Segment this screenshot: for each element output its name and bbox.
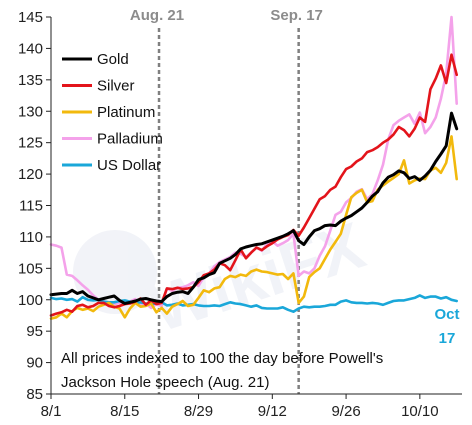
x-axis-ticks: 8/1 8/15 8/29 9/12 9/26 10/10 (41, 394, 439, 420)
y-tick-label: 85 (26, 386, 43, 403)
y-tick-label: 100 (18, 292, 43, 309)
note-line-1: All prices indexed to 100 the day before… (61, 350, 383, 367)
y-tick-label: 145 (18, 9, 43, 26)
event-label: Sep. 17 (270, 7, 323, 24)
x-tick-label: 10/10 (401, 403, 439, 420)
y-tick-label: 135 (18, 72, 43, 89)
y-axis-ticks: 85 90 95 100 105 110 115 120 125 130 135 140 145 (18, 9, 51, 403)
legend-label: Platinum (97, 104, 155, 121)
x-tick-label: 9/26 (331, 403, 360, 420)
y-tick-label: 120 (18, 166, 43, 183)
y-tick-label: 90 (26, 355, 43, 372)
legend-label: Gold (97, 51, 129, 68)
x-tick-label: 8/15 (110, 403, 139, 420)
wikifx-watermark: WikiFX (73, 208, 373, 346)
y-tick-label: 110 (19, 229, 43, 246)
note-line-2: Jackson Hole speech (Aug. 21) (61, 374, 269, 391)
x-tick-label: 9/12 (258, 403, 287, 420)
legend: Gold Silver Platinum Palladium US Dollar (62, 51, 163, 174)
series-lines (49, 15, 459, 320)
series-line-silver (49, 53, 459, 317)
y-tick-label: 115 (19, 198, 43, 215)
legend-label: Silver (97, 78, 135, 95)
legend-label: US Dollar (97, 157, 161, 174)
x-tick-label: 8/1 (41, 403, 62, 420)
y-tick-label: 130 (18, 103, 43, 120)
event-markers: Aug. 21 Sep. 17 (130, 7, 323, 394)
y-tick-label: 95 (26, 323, 43, 340)
note: All prices indexed to 100 the day before… (61, 350, 383, 391)
end-annotation-day: 17 (439, 330, 456, 347)
end-annotation-month: Oct (434, 306, 459, 323)
legend-label: Palladium (97, 131, 163, 148)
y-tick-label: 105 (18, 260, 43, 277)
series-line-gold (49, 111, 459, 305)
event-label: Aug. 21 (130, 7, 184, 24)
x-tick-label: 8/29 (184, 403, 213, 420)
y-tick-label: 140 (18, 40, 43, 57)
end-annotation: Oct 17 (434, 306, 459, 347)
series-line-platinum (49, 135, 459, 320)
svg-text:WikiFX: WikiFX (141, 208, 373, 346)
y-tick-label: 125 (18, 135, 43, 152)
